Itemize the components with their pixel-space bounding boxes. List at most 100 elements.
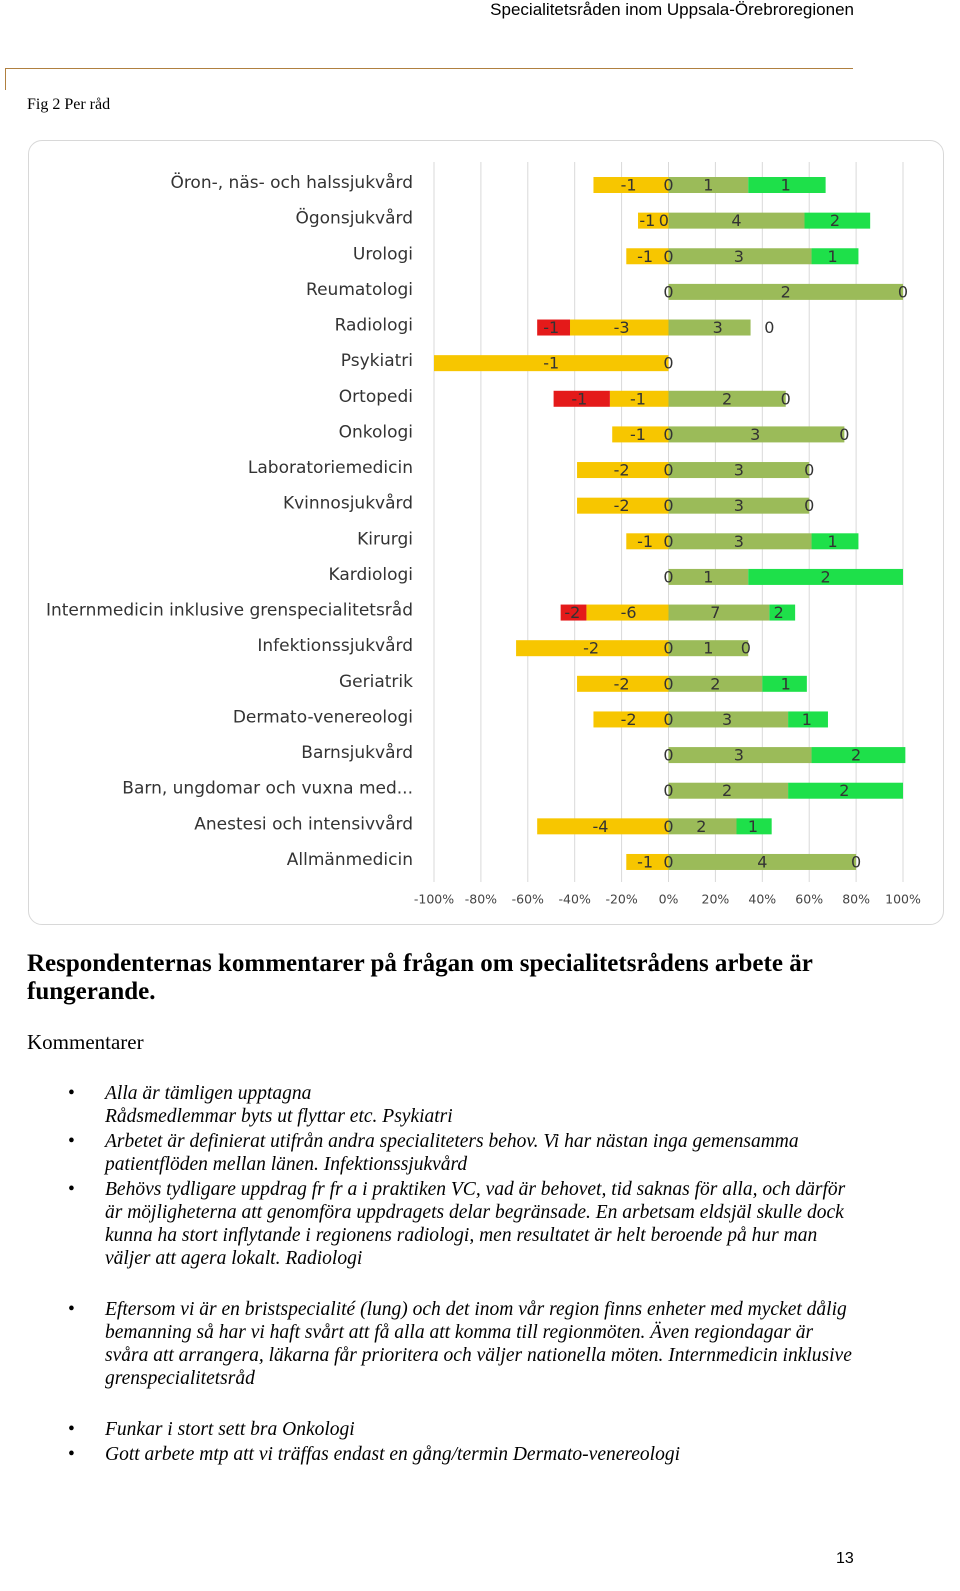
data-label: 1: [828, 532, 838, 551]
data-label: 0: [804, 496, 814, 515]
bar-segment: [668, 426, 845, 443]
category-label: Öron-, näs- och halssjukvård: [170, 171, 413, 193]
bar-segment: [577, 497, 669, 514]
comment-text: Arbetet är definierat utifrån andra spec…: [105, 1131, 799, 1175]
x-tick-label: -100%: [414, 892, 454, 907]
x-tick-label: -20%: [605, 892, 637, 907]
data-label: 3: [734, 461, 744, 480]
data-label: -1: [630, 425, 646, 444]
data-label: 2: [722, 781, 732, 800]
data-label: 0: [764, 318, 774, 337]
data-label: 1: [802, 710, 812, 729]
data-label: 1: [828, 247, 838, 266]
data-label: 0: [663, 496, 673, 515]
bar-segment: [668, 818, 737, 835]
bar-segment: [668, 319, 751, 336]
data-label: -1: [543, 354, 559, 373]
data-label: 0: [663, 639, 673, 658]
data-label: 1: [781, 176, 791, 195]
category-label: Dermato-venereologi: [233, 707, 413, 727]
data-label: 1: [781, 674, 791, 693]
data-label: 1: [703, 176, 713, 195]
bar-segment: [668, 177, 749, 193]
bar-segment: [668, 853, 857, 870]
bar-segment: [577, 462, 669, 479]
data-label: 0: [663, 746, 673, 765]
data-label: 0: [663, 176, 673, 195]
bar-segment: [612, 426, 669, 443]
x-tick-label: 40%: [748, 892, 776, 907]
data-label: 3: [750, 425, 760, 444]
bar-segment: [811, 248, 859, 265]
comment-item: Arbetet är definierat utifrån andra spec…: [0, 1130, 860, 1176]
comment-item: Behövs tydligare uppdrag fr fr a i prakt…: [0, 1178, 860, 1270]
bar-segment: [668, 568, 749, 585]
data-label: -1: [637, 532, 653, 551]
category-label: Kardiologi: [328, 565, 413, 585]
data-label: -6: [621, 603, 637, 622]
chart: -100% -80% -60% -40% -20% 0% 20% 40% 60% 80% 100% Ö…: [46, 162, 921, 907]
data-label: 4: [731, 211, 741, 230]
comment-text: Rådsmedlemmar byts ut flyttar etc. Psyki…: [105, 1106, 453, 1127]
header-rule-tick: [5, 68, 6, 90]
category-label: Ögonsjukvård: [295, 207, 413, 229]
data-label: 7: [710, 603, 720, 622]
bar-segment: [626, 533, 669, 550]
comment-text: Funkar i stort sett bra Onkologi: [105, 1419, 355, 1440]
data-label: 0: [663, 532, 673, 551]
data-label: -1: [630, 389, 646, 408]
data-label: -1: [637, 852, 653, 871]
data-label: 0: [804, 461, 814, 480]
data-label: 3: [734, 532, 744, 551]
bar-segment: [748, 568, 903, 585]
bar-segment: [804, 212, 871, 229]
data-label: -2: [583, 639, 599, 658]
header-rule: [5, 68, 853, 69]
data-label: -2: [614, 674, 630, 693]
data-label: 1: [748, 817, 758, 836]
data-label: 0: [898, 282, 908, 301]
data-label: 2: [781, 282, 791, 301]
page-header: Specialitetsråden inom Uppsala-Örebroreg…: [490, 0, 854, 19]
x-tick-label: -80%: [465, 892, 497, 907]
section-subheading: Kommentarer: [27, 1030, 144, 1054]
data-label: -2: [564, 603, 580, 622]
bar-segment: [593, 711, 669, 728]
data-label: -1: [621, 176, 637, 195]
data-label: 0: [741, 639, 751, 658]
x-tick-label: 100%: [885, 892, 921, 907]
figure-caption: Fig 2 Per råd: [27, 96, 111, 113]
comment-text: Behövs tydligare uppdrag fr fr a i prakt…: [105, 1179, 846, 1269]
bar-segment: [553, 390, 610, 407]
data-label: 0: [663, 425, 673, 444]
bar-segment: [668, 390, 786, 407]
comment-text: Alla är tämligen upptagna: [105, 1083, 312, 1104]
bar-segment: [668, 533, 812, 550]
bar-segment: [668, 462, 810, 479]
bar-segment: [668, 604, 770, 621]
category-label: Laboratoriemedicin: [248, 458, 413, 478]
data-label: 3: [722, 710, 732, 729]
bar-segment: [668, 497, 810, 514]
bar-segment: [668, 212, 805, 229]
bar-segment: [668, 782, 789, 799]
bar-segment: [537, 818, 669, 835]
data-label: -2: [621, 710, 637, 729]
category-label: Allmänmedicin: [287, 850, 413, 870]
data-label: 0: [663, 282, 673, 301]
bar-segment: [560, 604, 587, 621]
x-tick-label: 60%: [795, 892, 823, 907]
data-label: 2: [722, 389, 732, 408]
category-label: Onkologi: [339, 422, 413, 442]
data-label: 0: [781, 389, 791, 408]
data-label: 2: [851, 746, 861, 765]
comment-text: Eftersom vi är en bristspecialité (lung)…: [105, 1299, 852, 1389]
data-label: 2: [830, 211, 840, 230]
data-label: 2: [839, 781, 849, 800]
category-label: Psykiatri: [341, 351, 413, 371]
category-label: Geriatrik: [339, 672, 413, 692]
bar-segment: [537, 319, 571, 336]
comment-text: Gott arbete mtp att vi träffas endast en…: [105, 1444, 680, 1465]
bar-segment: [668, 747, 812, 764]
